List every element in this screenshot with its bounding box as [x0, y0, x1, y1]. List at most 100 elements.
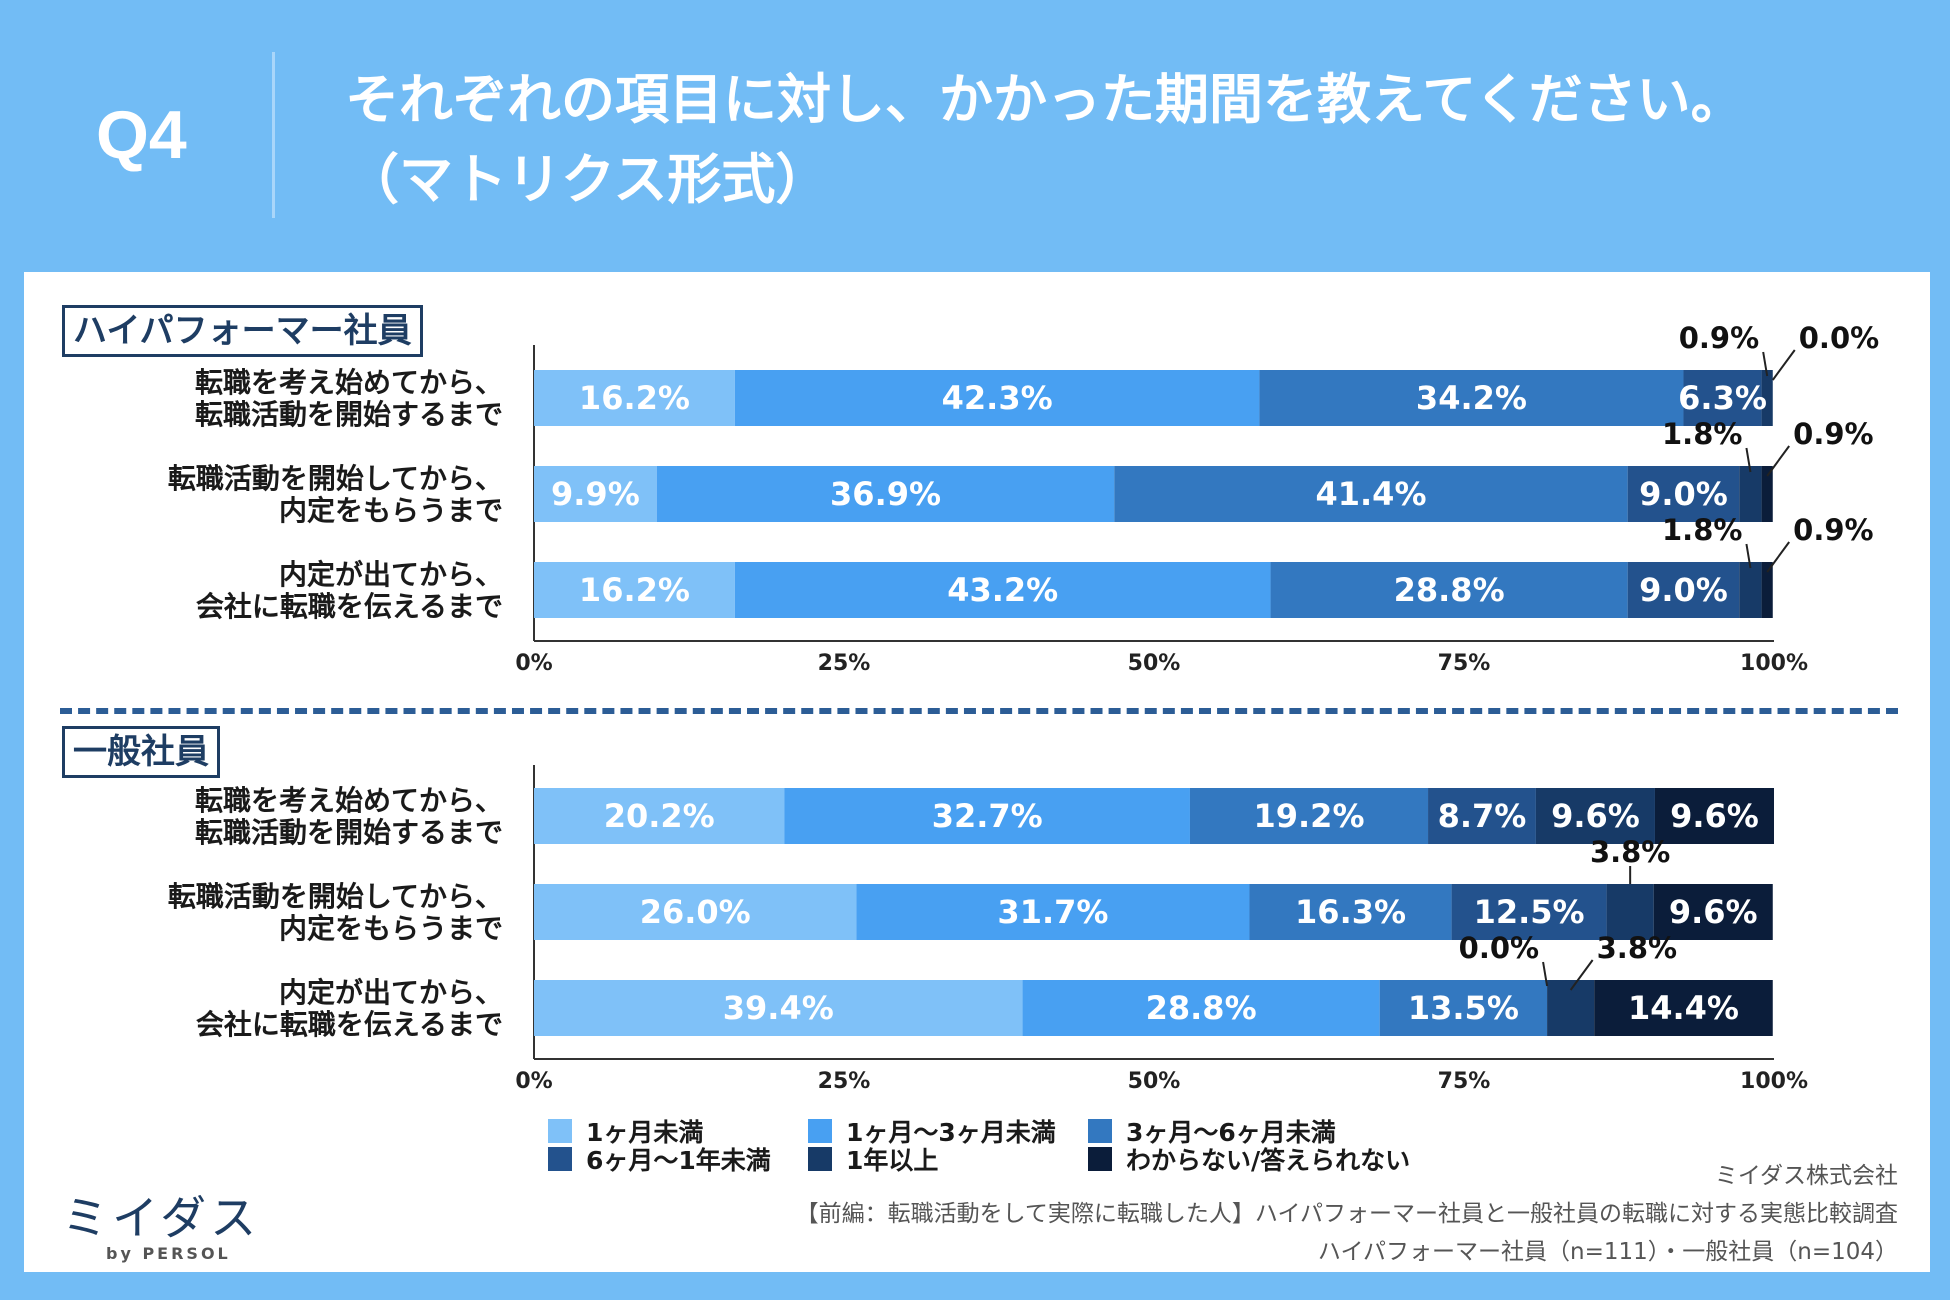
question-title: それぞれの項目に対し、かかった期間を教えてください。 （マトリクス形式） — [345, 68, 1745, 211]
data-label-outside: 0.9% — [1679, 321, 1759, 355]
x-tick-label: 25% — [818, 651, 871, 676]
x-tick-label: 25% — [818, 1069, 871, 1094]
category-label: 会社に転職を伝えるまで — [196, 590, 503, 623]
data-label: 26.0% — [640, 893, 751, 931]
x-tick-label: 75% — [1438, 1069, 1491, 1094]
footer-sample-size: ハイパフォーマー社員（n=111）・一般社員（n=104） — [1317, 1239, 1898, 1265]
category-label: 転職活動を開始するまで — [195, 398, 503, 431]
bar-segment — [1189, 788, 1429, 844]
leader-line — [1745, 447, 1752, 473]
bar-segment — [1114, 466, 1628, 522]
data-label: 13.5% — [1408, 989, 1519, 1027]
x-tick-label: 0% — [515, 1069, 552, 1094]
data-label: 32.7% — [932, 797, 1043, 835]
leader-line — [1745, 543, 1752, 569]
bar-segment — [1739, 466, 1762, 522]
legend-swatch — [548, 1147, 572, 1171]
data-label: 16.2% — [579, 379, 690, 417]
bar-segment — [656, 466, 1115, 522]
legend-swatch — [808, 1147, 832, 1171]
question-number: Q4 — [96, 97, 187, 173]
legend-swatch — [548, 1119, 572, 1143]
bar-segment — [1451, 884, 1607, 940]
x-tick-label: 50% — [1128, 1069, 1181, 1094]
leader-line — [1771, 349, 1796, 381]
data-label-outside: 1.8% — [1662, 513, 1742, 547]
bar-segment — [534, 884, 857, 940]
legend-swatch — [1088, 1119, 1112, 1143]
section-label-general: 一般社員 — [62, 726, 220, 778]
bar-segment — [1683, 370, 1762, 426]
data-label: 9.0% — [1639, 571, 1728, 609]
footer-company: ミイダス株式会社 — [1714, 1163, 1898, 1189]
logo-byline: by PERSOL — [106, 1244, 231, 1263]
bar-segment — [1249, 884, 1452, 940]
bar-segment — [1627, 466, 1740, 522]
legend-item-1-3-months: 1ヶ月〜3ヶ月未満 — [808, 1113, 1056, 1149]
category-label: 転職を考え始めてから、 — [195, 784, 503, 817]
category-label: 内定をもらうまで — [279, 912, 503, 945]
footer-survey-title: 【前編：転職活動をして実際に転職した人】ハイパフォーマー社員と一般社員の転職に対… — [795, 1201, 1898, 1227]
data-label-outside: 3.8% — [1590, 835, 1670, 869]
bar-segment — [1270, 562, 1628, 618]
x-tick-label: 0% — [515, 651, 552, 676]
data-label-outside: 0.9% — [1793, 513, 1873, 547]
legend-item-under-1-month: 1ヶ月未満 — [548, 1113, 703, 1149]
bar-segment — [1653, 884, 1773, 940]
bar-segment — [734, 370, 1260, 426]
x-tick-label: 100% — [1740, 651, 1808, 676]
legend-item-3-6-months: 3ヶ月〜6ヶ月未満 — [1088, 1113, 1336, 1149]
data-label: 28.8% — [1394, 571, 1505, 609]
data-label: 39.4% — [723, 989, 834, 1027]
leader-line — [1766, 541, 1790, 573]
data-label: 19.2% — [1253, 797, 1364, 835]
leader-line — [1762, 351, 1769, 377]
bar-segment — [784, 788, 1190, 844]
data-label: 9.6% — [1669, 893, 1758, 931]
category-label: 内定が出てから、 — [279, 976, 503, 1009]
data-label: 9.9% — [551, 475, 640, 513]
x-tick-label: 100% — [1740, 1069, 1808, 1094]
data-label: 9.6% — [1670, 797, 1759, 835]
data-label: 31.7% — [997, 893, 1108, 931]
bar-segment — [1428, 788, 1536, 844]
bar-segment — [1654, 788, 1774, 844]
data-label-outside: 3.8% — [1597, 931, 1677, 965]
legend-swatch — [808, 1119, 832, 1143]
category-label: 転職活動を開始するまで — [195, 816, 503, 849]
data-label-outside: 0.0% — [1459, 931, 1539, 965]
bar-segment — [734, 562, 1271, 618]
category-label: 内定をもらうまで — [279, 494, 503, 527]
data-label: 8.7% — [1438, 797, 1527, 835]
category-label: 転職を考え始めてから、 — [195, 366, 503, 399]
leader-line — [1766, 445, 1790, 477]
bar-segment — [1379, 980, 1548, 1036]
data-label: 16.2% — [579, 571, 690, 609]
data-label: 42.3% — [942, 379, 1053, 417]
x-tick-label: 50% — [1128, 651, 1181, 676]
section-label-high-performer: ハイパフォーマー社員 — [62, 305, 423, 357]
bar-segment — [1761, 562, 1773, 618]
bar-segment — [1022, 980, 1380, 1036]
data-label: 9.6% — [1551, 797, 1640, 835]
bar-segment — [1606, 884, 1654, 940]
header: Q4 それぞれの項目に対し、かかった期間を教えてください。 （マトリクス形式） — [0, 0, 1950, 272]
legend-swatch — [1088, 1147, 1112, 1171]
bar-segment — [534, 788, 785, 844]
bar-segment — [1259, 370, 1684, 426]
category-label: 転職活動を開始してから、 — [168, 880, 503, 913]
miidas-logo: ミイダス by PERSOL — [62, 1182, 260, 1263]
section-divider — [60, 708, 1898, 714]
bar-segment — [534, 370, 735, 426]
header-divider — [272, 52, 275, 218]
data-label: 6.3% — [1678, 379, 1767, 417]
data-label: 34.2% — [1416, 379, 1527, 417]
data-label: 14.4% — [1628, 989, 1739, 1027]
data-label: 9.0% — [1639, 475, 1728, 513]
data-label-outside: 0.9% — [1793, 417, 1873, 451]
bar-segment — [856, 884, 1250, 940]
bar-segment — [534, 466, 657, 522]
leader-line — [1542, 961, 1549, 987]
category-label: 内定が出てから、 — [279, 558, 503, 591]
